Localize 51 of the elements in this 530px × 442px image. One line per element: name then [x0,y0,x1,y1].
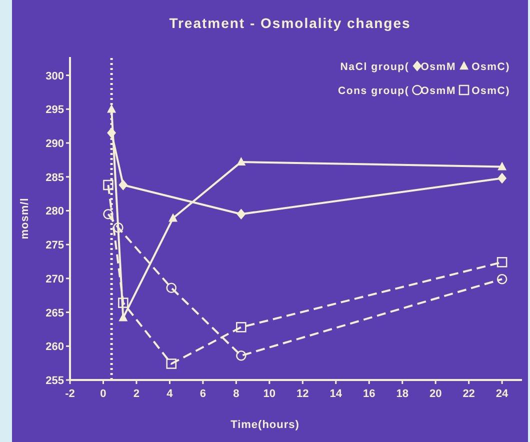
y-tick-label: 295 [46,104,64,116]
x-tick-label: 6 [200,388,206,400]
point [166,358,177,369]
point [118,180,128,190]
x-tick-label: 0 [100,388,106,400]
chart-title: Treatment - Osmolality changes [169,15,411,31]
point [236,208,246,220]
y-tick-label: 285 [46,172,64,184]
point [236,350,246,361]
point [168,213,178,222]
y-tick-label: 260 [46,341,64,354]
y-tick-label: 270 [46,273,64,286]
legend-label: OsmC) [472,85,510,97]
y-tick-label: 280 [46,206,64,218]
point [118,298,128,308]
x-tick-label: 16 [362,388,376,400]
point [498,162,507,170]
point [496,274,508,284]
x-tick-label: 8 [233,388,240,400]
annotation: Cons group( [338,85,410,97]
point [236,157,246,166]
x-tick-label: 12 [296,388,309,400]
x-tick-label: 18 [396,388,408,400]
y-tick-label: 300 [46,70,64,82]
legend-label: OsmM [420,85,456,97]
point [236,322,246,332]
x-tick-label: -2 [65,388,75,400]
point [498,172,507,184]
annotation: NaCl group( [340,61,410,73]
x-tick-label: 10 [263,388,276,400]
legend-label: OsmC) [472,61,510,73]
point [496,257,508,268]
point [103,180,114,190]
x-tick-label: 20 [429,388,442,400]
point [166,282,177,294]
x-tick-label: 14 [330,388,343,400]
x-tick-label: 2 [133,388,140,400]
point [103,208,114,220]
y-tick-label: 265 [46,307,64,320]
x-tick-label: 4 [166,388,174,400]
x-tick-label: 24 [496,388,510,400]
point [118,312,128,322]
x-axis-title: Time(hours) [230,419,300,431]
point [107,104,116,113]
y-tick-label: 275 [46,240,64,252]
y-tick-label: 255 [46,375,64,387]
point [113,222,124,233]
y-tick-label: 290 [46,138,64,150]
y-axis-title: mosm/l [19,198,31,240]
legend-label: OsmM [420,61,456,73]
x-tick-label: 22 [462,388,475,400]
